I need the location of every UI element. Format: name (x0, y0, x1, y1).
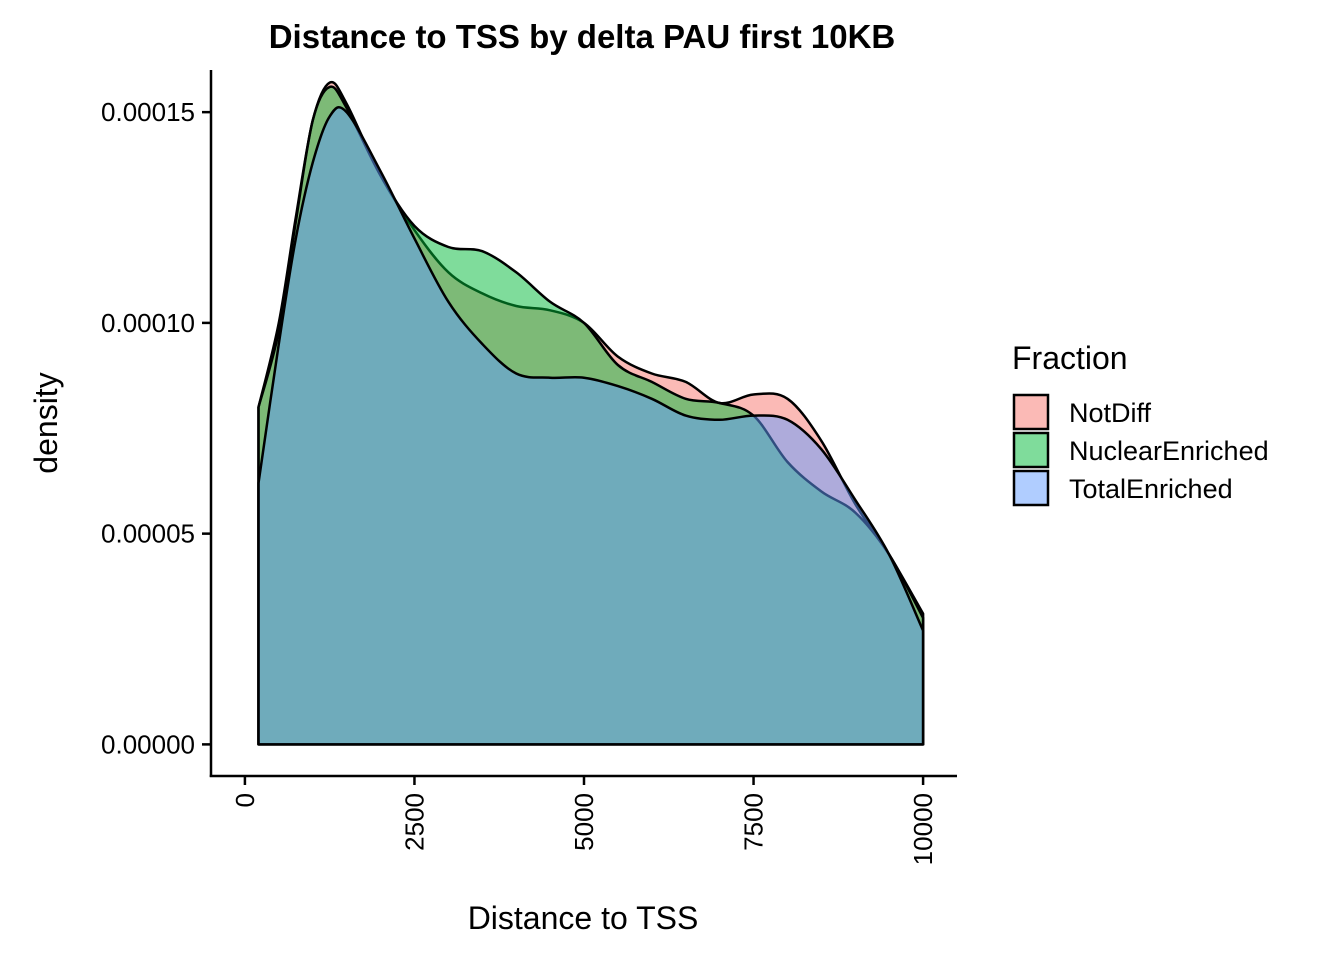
y-tick-label: 0.00010 (101, 308, 195, 338)
legend-key-nuclearenriched (1012, 431, 1050, 469)
legend-label: NuclearEnriched (1069, 436, 1269, 466)
chart-title: Distance to TSS by delta PAU first 10KB (269, 18, 896, 55)
x-axis-ticks: 0 2500 5000 7500 10000 (230, 776, 938, 865)
legend: NotDiff NuclearEnriched TotalEnriched (1012, 393, 1269, 507)
x-tick-label: 5000 (569, 793, 599, 851)
x-tick-label: 0 (230, 793, 260, 807)
legend-label: NotDiff (1069, 398, 1152, 428)
legend-key-totalenriched (1012, 469, 1050, 507)
x-tick-label: 7500 (739, 793, 769, 851)
y-axis-ticks: 0.00000 0.00005 0.00010 0.00015 (101, 97, 211, 759)
density-area-totalenriched (257, 105, 925, 746)
y-tick-label: 0.00005 (101, 519, 195, 549)
y-axis-title: density (28, 372, 64, 473)
y-tick-label: 0.00015 (101, 97, 195, 127)
y-tick-label: 0.00000 (101, 729, 195, 759)
x-tick-label: 10000 (908, 793, 938, 865)
density-areas (257, 80, 925, 746)
x-axis-title: Distance to TSS (468, 900, 699, 936)
x-tick-label: 2500 (400, 793, 430, 851)
legend-title: Fraction (1012, 340, 1128, 376)
legend-label: TotalEnriched (1069, 474, 1233, 504)
legend-key-notdiff (1012, 393, 1050, 431)
